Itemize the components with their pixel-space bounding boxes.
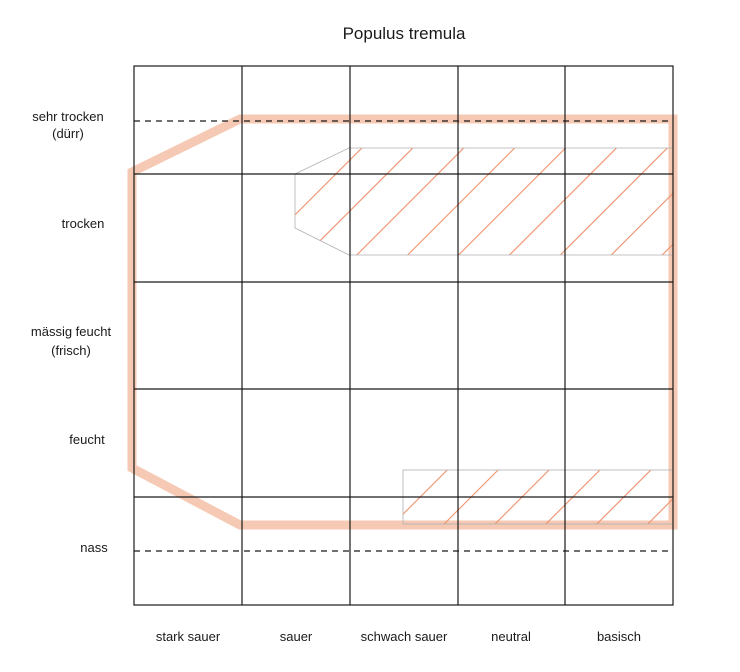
grid — [133, 65, 674, 606]
y-axis-labels: sehr trocken (dürr) trocken mässig feuch… — [31, 109, 112, 555]
y-label-feucht: feucht — [69, 432, 105, 447]
x-label-neutral: neutral — [491, 629, 531, 644]
x-label-schwach-sauer: schwach sauer — [361, 629, 448, 644]
hatched-region-dry — [294, 147, 674, 256]
y-label-sehr-trocken-sub: (dürr) — [52, 126, 84, 141]
x-label-stark-sauer: stark sauer — [156, 629, 221, 644]
y-label-maessig-feucht-sub: (frisch) — [51, 343, 91, 358]
y-label-maessig-feucht: mässig feucht — [31, 324, 112, 339]
x-axis-labels: stark sauer sauer schwach sauer neutral … — [156, 629, 641, 644]
y-label-nass: nass — [80, 540, 108, 555]
y-label-trocken: trocken — [62, 216, 105, 231]
x-label-basisch: basisch — [597, 629, 641, 644]
y-label-sehr-trocken: sehr trocken — [32, 109, 104, 124]
x-label-sauer: sauer — [280, 629, 313, 644]
diagram-title: Populus tremula — [343, 24, 466, 43]
